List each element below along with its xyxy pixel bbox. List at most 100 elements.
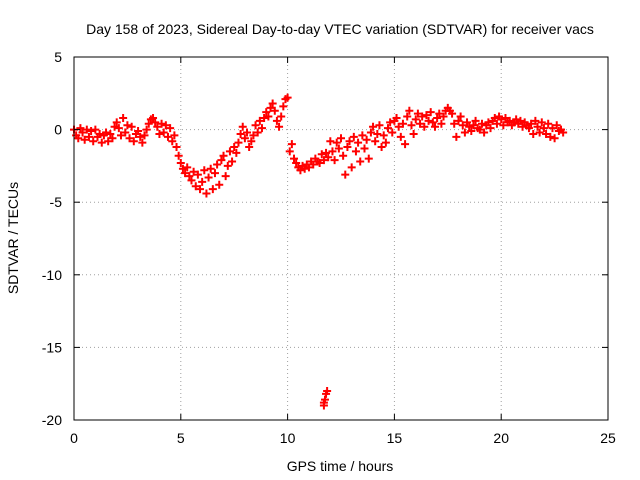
data-point <box>529 129 538 138</box>
data-point <box>193 170 202 179</box>
data-point <box>516 116 525 125</box>
data-point <box>208 185 217 194</box>
data-point <box>396 132 405 141</box>
data-point <box>268 99 277 108</box>
data-point <box>354 138 363 147</box>
data-point <box>379 131 388 140</box>
data-point <box>178 164 187 173</box>
chart-title: Day 158 of 2023, Sidereal Day-to-day VTE… <box>86 21 594 37</box>
data-point <box>110 122 119 131</box>
data-point <box>409 129 418 138</box>
data-point <box>422 111 431 120</box>
data-point <box>255 116 264 125</box>
x-tick-label: 10 <box>280 430 296 446</box>
data-point <box>174 151 183 160</box>
x-tick-label: 0 <box>70 430 78 446</box>
data-point <box>388 128 397 137</box>
data-point <box>322 148 331 157</box>
y-tick-label: 5 <box>54 49 62 65</box>
data-point <box>407 121 416 130</box>
data-point <box>270 106 279 115</box>
data-point <box>138 138 147 147</box>
data-point <box>140 131 149 140</box>
grid-lines <box>74 57 608 420</box>
data-point <box>296 166 305 175</box>
data-point <box>127 122 136 131</box>
data-point <box>275 122 284 131</box>
data-point <box>206 164 215 173</box>
y-axis-label: SDTVAR / TECUs <box>5 182 21 294</box>
axis-ticks <box>73 56 609 421</box>
data-point <box>91 125 100 134</box>
data-point <box>475 125 484 134</box>
data-point <box>76 124 85 133</box>
data-point <box>317 150 326 159</box>
data-point <box>347 163 356 172</box>
data-point <box>324 153 333 162</box>
data-point <box>104 137 113 146</box>
data-point <box>386 118 395 127</box>
data-point <box>272 116 281 125</box>
plot-frame <box>73 56 609 421</box>
data-point <box>170 131 179 140</box>
y-tick-label: -15 <box>42 339 62 355</box>
x-tick-label: 25 <box>600 430 616 446</box>
data-point <box>542 129 551 138</box>
data-point <box>452 132 461 141</box>
data-point <box>142 125 151 134</box>
data-point <box>315 158 324 167</box>
data-point <box>465 122 474 131</box>
data-point <box>240 134 249 143</box>
data-point <box>392 113 401 122</box>
data-point <box>125 134 134 143</box>
data-point <box>454 116 463 125</box>
data-point <box>262 108 271 117</box>
data-point <box>200 166 209 175</box>
data-point <box>460 128 469 137</box>
data-point <box>413 109 422 118</box>
data-point <box>159 128 168 137</box>
data-point <box>245 143 254 152</box>
data-point <box>330 156 339 165</box>
data-point <box>405 106 414 115</box>
data-point <box>373 129 382 138</box>
data-point <box>234 138 243 147</box>
data-point <box>238 122 247 131</box>
data-point <box>253 128 262 137</box>
data-point <box>228 157 237 166</box>
data-point <box>469 121 478 130</box>
data-point <box>471 116 480 125</box>
data-point <box>172 143 181 152</box>
data-point <box>439 112 448 121</box>
data-point <box>486 124 495 133</box>
data-point <box>217 156 226 165</box>
y-tick-label: -5 <box>50 194 63 210</box>
x-tick-label: 5 <box>177 430 185 446</box>
data-point <box>533 122 542 131</box>
data-point <box>501 113 510 122</box>
data-point <box>106 129 115 138</box>
data-point <box>341 170 350 179</box>
data-point <box>279 102 288 111</box>
data-point <box>351 147 360 156</box>
data-point <box>323 386 332 395</box>
data-point <box>360 144 369 153</box>
data-point <box>87 127 96 136</box>
data-point <box>285 147 294 156</box>
data-point <box>428 118 437 127</box>
data-point <box>277 112 286 121</box>
data-point <box>548 124 557 133</box>
data-point <box>129 137 138 146</box>
data-point <box>371 137 380 146</box>
data-point <box>537 118 546 127</box>
data-point <box>247 137 256 146</box>
data-point <box>84 132 93 141</box>
data-point <box>236 129 245 138</box>
data-point <box>157 119 166 128</box>
data-point <box>221 172 230 181</box>
y-tick-labels: -20 -15 -10 -5 0 5 <box>42 49 62 428</box>
data-point <box>181 169 190 178</box>
data-point <box>134 127 143 136</box>
data-point <box>337 134 345 143</box>
